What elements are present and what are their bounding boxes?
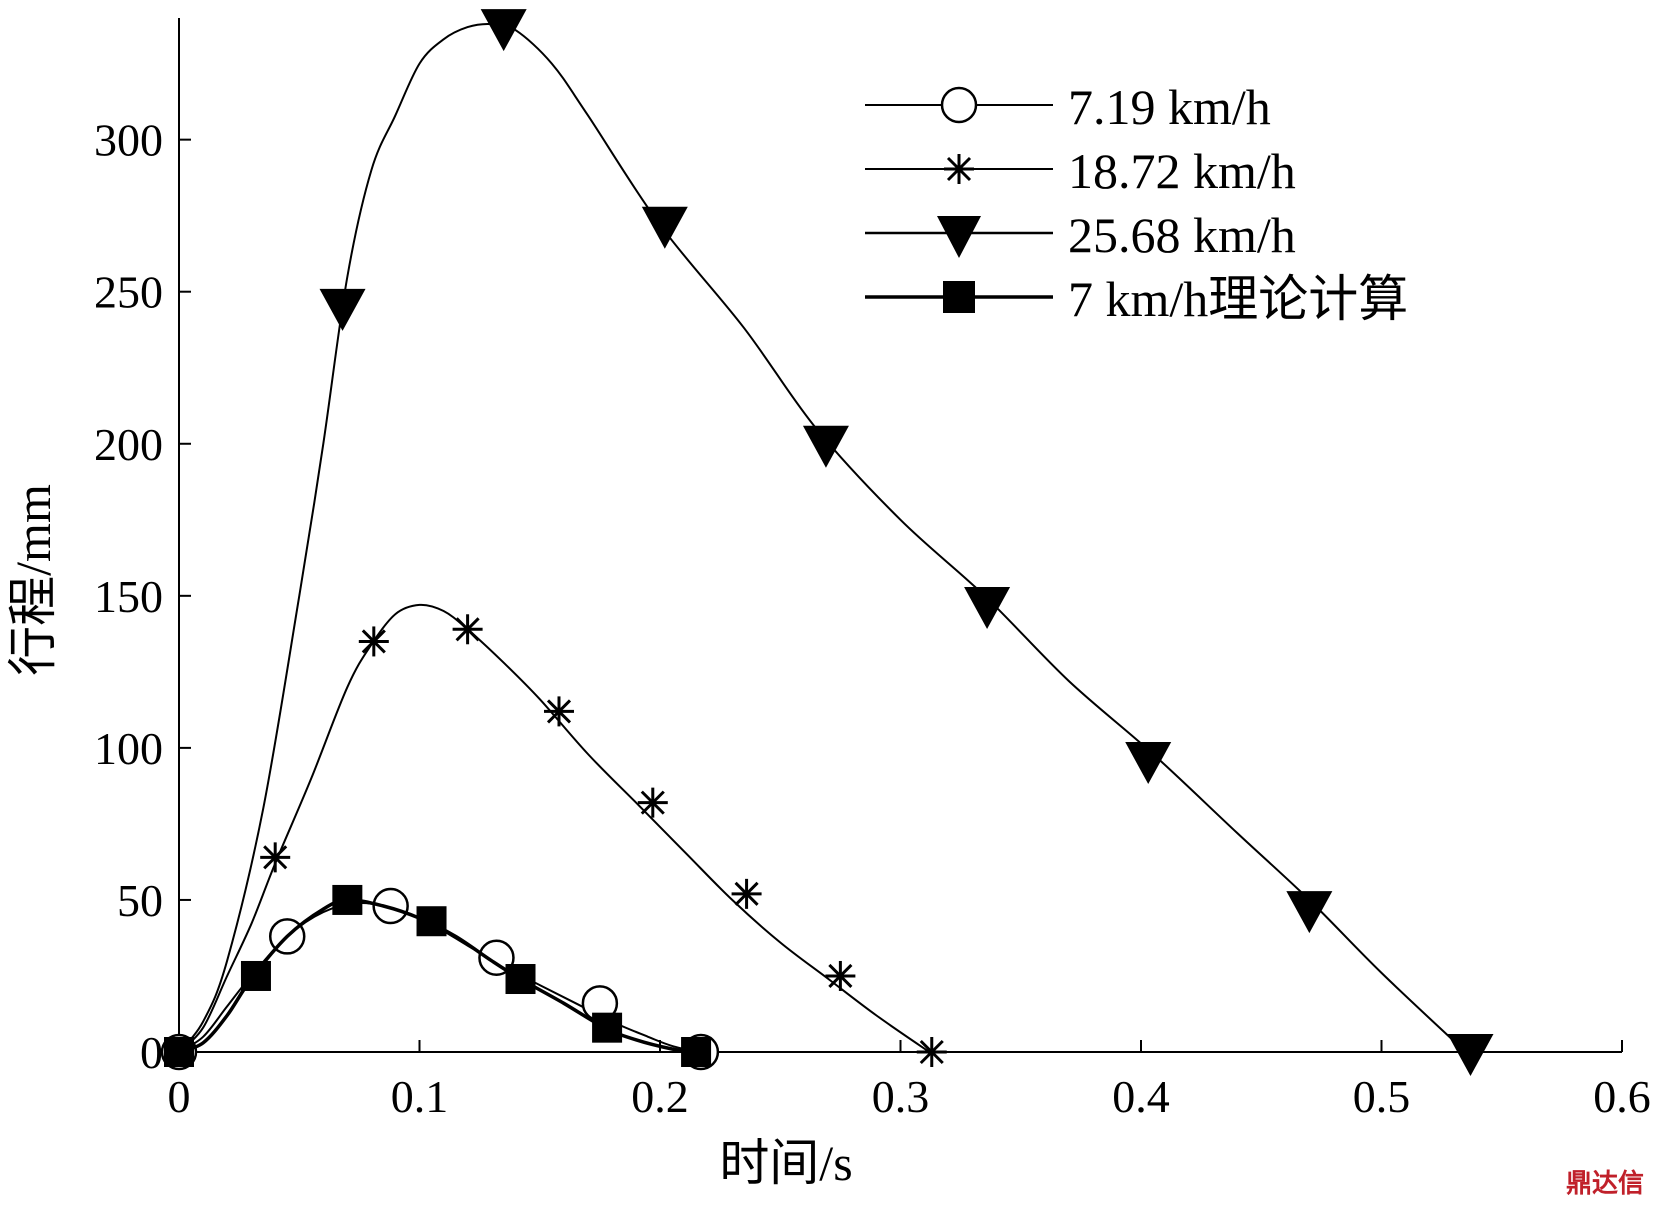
x-tick-label: 0.3 [872, 1071, 930, 1122]
series-line-2 [178, 22, 1467, 1053]
legend-item-1: 18.72 km/h [865, 143, 1296, 199]
data-point-triangle [964, 586, 1011, 629]
data-point-triangle [480, 9, 527, 52]
y-ticks: 0 50 100 150 200 250 300 [94, 115, 191, 1078]
data-point-asterisk [637, 787, 668, 818]
series-3 [164, 884, 712, 1067]
data-point-square [332, 884, 363, 915]
legend-item-3: 7 km/h理论计算 [865, 271, 1408, 327]
data-point-asterisk [825, 960, 856, 991]
data-point-square [164, 1037, 194, 1067]
y-tick-label: 200 [94, 419, 163, 470]
legend: 7.19 km/h 18.72 km/h 25.68 km/h 7 km/h理论… [865, 79, 1408, 327]
x-tick-label: 0 [168, 1071, 191, 1122]
y-tick-label: 0 [140, 1027, 163, 1078]
y-tick-label: 150 [94, 571, 163, 622]
watermark-logo: 鼎达信 [1565, 1169, 1644, 1199]
series-line-1 [178, 603, 930, 1053]
x-ticks: 0 0.1 0.2 0.3 0.4 0.5 0.6 [168, 1040, 1651, 1122]
y-tick-label: 50 [117, 875, 163, 926]
legend-marker-circle [940, 86, 978, 124]
data-point-triangle [319, 288, 366, 331]
data-point-asterisk [543, 696, 574, 727]
data-point-asterisk [916, 1037, 947, 1067]
legend-marker-asterisk [944, 154, 974, 184]
data-point-square [240, 960, 271, 991]
data-point-circle [372, 887, 409, 925]
x-tick-label: 0.2 [631, 1071, 689, 1122]
data-point-circle [478, 939, 515, 976]
data-point-triangle [802, 425, 849, 468]
series-layer [160, 9, 1494, 1076]
legend-marker-triangle [937, 216, 981, 258]
y-tick-label: 100 [94, 723, 163, 774]
data-point-triangle [1447, 1034, 1494, 1076]
data-point-square [505, 964, 536, 995]
legend-label-1: 18.72 km/h [1068, 143, 1296, 199]
series-2 [178, 9, 1494, 1076]
y-tick-label: 250 [94, 267, 163, 318]
x-tick-label: 0.4 [1112, 1071, 1170, 1122]
data-point-square [416, 906, 447, 937]
y-axis-title: 行程/mm [5, 484, 61, 676]
x-tick-label: 0.1 [391, 1071, 449, 1122]
legend-label-2: 25.68 km/h [1068, 207, 1296, 263]
data-point-square [592, 1012, 623, 1043]
data-point-triangle [1125, 742, 1172, 785]
legend-label-3: 7 km/h理论计算 [1068, 271, 1408, 327]
x-tick-label: 0.5 [1353, 1071, 1411, 1122]
x-tick-label: 0.6 [1593, 1071, 1651, 1122]
y-tick-label: 300 [94, 115, 163, 166]
x-axis-title: 时间/s [719, 1135, 852, 1191]
data-point-triangle [641, 206, 688, 249]
data-point-asterisk [731, 878, 762, 909]
data-point-asterisk [260, 842, 291, 873]
data-point-triangle [1286, 891, 1333, 934]
data-point-asterisk [358, 626, 389, 657]
legend-label-0: 7.19 km/h [1068, 79, 1271, 135]
legend-marker-square [943, 281, 975, 313]
data-point-asterisk [452, 614, 483, 645]
series-1 [164, 603, 947, 1067]
legend-item-2: 25.68 km/h [865, 207, 1296, 263]
legend-item-0: 7.19 km/h [865, 79, 1271, 135]
data-point-square [681, 1037, 712, 1067]
